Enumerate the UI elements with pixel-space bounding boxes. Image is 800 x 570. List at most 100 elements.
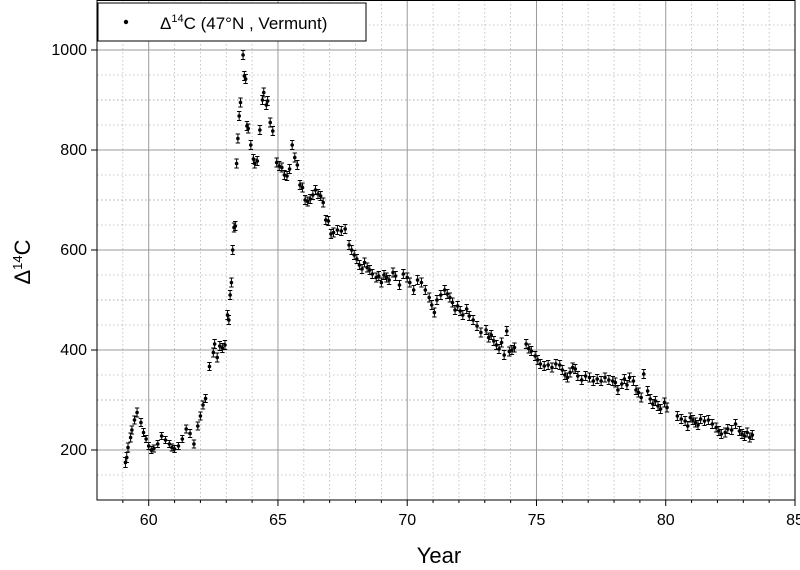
data-point xyxy=(438,290,444,300)
data-point xyxy=(512,342,517,353)
y-axis-ticks: 200 400 600 800 1000 xyxy=(51,42,97,459)
data-point xyxy=(542,361,547,371)
marker xyxy=(645,389,650,393)
marker xyxy=(591,379,596,383)
data-point xyxy=(693,417,698,428)
marker xyxy=(227,318,231,322)
data-point xyxy=(248,140,254,150)
x-tick-label: 85 xyxy=(786,512,800,529)
marker xyxy=(622,377,627,381)
marker xyxy=(579,378,584,382)
data-point xyxy=(553,359,559,369)
data-point xyxy=(342,224,348,234)
marker xyxy=(237,114,241,118)
marker xyxy=(679,417,684,421)
marker xyxy=(387,278,391,282)
y-axis-label-base: Δ xyxy=(10,270,35,285)
marker xyxy=(316,192,320,196)
marker xyxy=(167,442,172,446)
marker xyxy=(339,229,344,233)
data-point xyxy=(279,162,285,173)
marker xyxy=(737,429,742,433)
data-point xyxy=(750,430,755,440)
marker xyxy=(292,155,297,160)
marker xyxy=(130,428,134,432)
data-point xyxy=(359,264,365,274)
data-point xyxy=(739,429,745,439)
marker xyxy=(563,373,567,377)
x-tick-label: 80 xyxy=(657,512,675,529)
marker xyxy=(176,444,181,448)
marker xyxy=(688,415,693,420)
data-point xyxy=(297,180,303,190)
marker xyxy=(656,404,660,408)
data-point xyxy=(257,125,263,135)
data-point xyxy=(315,189,321,199)
marker xyxy=(510,348,514,352)
marker xyxy=(152,446,156,451)
data-point xyxy=(180,435,185,443)
marker xyxy=(241,53,245,57)
data-point xyxy=(379,277,384,288)
legend-marker xyxy=(123,19,129,25)
marker xyxy=(285,174,289,178)
marker xyxy=(634,388,638,392)
data-point xyxy=(129,425,135,435)
data-point xyxy=(401,269,406,279)
data-point xyxy=(227,290,233,300)
data-point xyxy=(729,425,734,435)
data-point xyxy=(149,446,154,454)
data-point xyxy=(464,304,469,314)
data-point xyxy=(432,307,437,318)
marker xyxy=(184,427,188,431)
marker xyxy=(706,418,711,422)
marker xyxy=(415,278,420,282)
data-point xyxy=(716,426,721,436)
marker xyxy=(616,388,620,392)
marker xyxy=(132,418,137,422)
marker xyxy=(554,362,558,366)
data-point xyxy=(587,372,592,383)
marker xyxy=(639,395,643,400)
marker xyxy=(163,438,168,442)
marker xyxy=(238,100,243,105)
marker xyxy=(198,414,203,418)
marker xyxy=(144,437,148,441)
marker xyxy=(408,280,412,285)
marker xyxy=(526,346,531,351)
marker xyxy=(268,120,273,125)
marker xyxy=(207,364,212,369)
legend-box xyxy=(97,2,367,42)
data-point xyxy=(725,424,730,434)
data-point xyxy=(215,352,220,363)
data-point xyxy=(300,182,305,193)
data-point xyxy=(252,158,257,169)
data-point xyxy=(159,432,164,440)
marker xyxy=(740,432,744,436)
marker xyxy=(379,280,384,285)
marker xyxy=(613,380,618,385)
marker xyxy=(497,347,501,351)
marker xyxy=(290,143,294,147)
data-point xyxy=(702,416,707,426)
marker xyxy=(651,402,655,406)
marker xyxy=(155,442,160,446)
marker xyxy=(233,224,238,228)
marker xyxy=(429,303,434,307)
data-point xyxy=(583,371,588,381)
marker xyxy=(411,288,416,292)
legend-label-base: Δ xyxy=(160,14,171,33)
data-point xyxy=(187,429,193,438)
data-point xyxy=(229,277,234,288)
data-point xyxy=(573,364,578,374)
data-point xyxy=(434,295,440,305)
data-point xyxy=(489,330,494,340)
data-point xyxy=(719,429,724,439)
data-point xyxy=(246,123,251,134)
marker xyxy=(217,344,222,348)
data-point xyxy=(499,337,504,348)
marker xyxy=(471,318,475,322)
marker xyxy=(287,167,292,171)
data-point xyxy=(507,346,512,357)
marker xyxy=(423,288,428,292)
